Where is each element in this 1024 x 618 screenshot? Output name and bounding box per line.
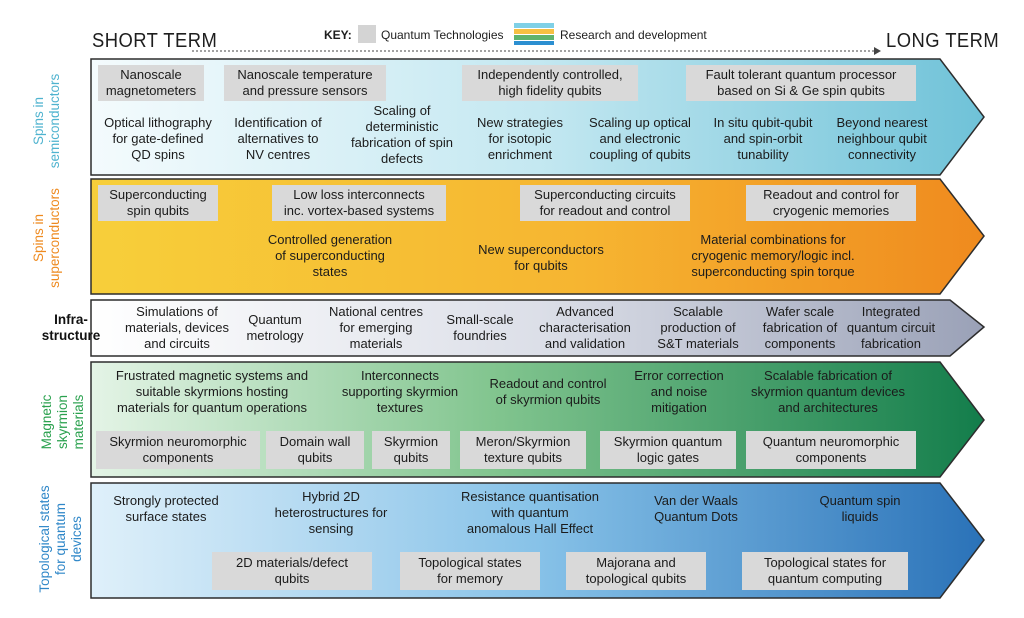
item-scalable-skyrmion-fabrication: Scalable fabrication of skyrmion quantum … — [751, 368, 905, 415]
item-sc-circuits-readout: Superconducting circuits for readout and … — [520, 185, 690, 221]
item-frustrated-magnetic-systems: Frustrated magnetic systems and suitable … — [115, 368, 309, 415]
item-nanoscale-magnetometers: Nanoscale magnetometers — [98, 65, 204, 101]
item-protected-surface-states: Strongly protected surface states — [113, 493, 219, 524]
item-alternatives-nv-centres: Identification of alternatives to NV centr… — [234, 115, 322, 162]
item-fault-tolerant-processor: Fault tolerant quantum processor based on… — [686, 65, 916, 101]
item-superconducting-spin-qubits: Superconducting spin qubits — [98, 185, 218, 221]
key-research-swatch-2 — [514, 29, 554, 34]
item-national-centres: National centres for emerging materials — [329, 304, 423, 351]
item-topological-memory: Topological states for memory — [400, 552, 540, 590]
long-term-label: LONG TERM — [886, 30, 1000, 52]
item-topological-quantum-computing: Topological states for quantum computing — [742, 552, 908, 590]
item-scalable-production: Scalable production of S&T materials — [657, 304, 739, 351]
item-wafer-scale-fabrication: Wafer scale fabrication of components — [762, 304, 838, 351]
item-quantum-spin-liquids: Quantum spin liquids — [819, 493, 901, 524]
item-majorana-qubits: Majorana and topological qubits — [566, 552, 706, 590]
item-skyrmion-qubits: Skyrmion qubits — [372, 431, 450, 469]
item-van-der-waals-dots: Van der Waals Quantum Dots — [654, 493, 738, 524]
key-research-swatch-1 — [514, 23, 554, 28]
item-quantum-neuromorphic: Quantum neuromorphic components — [746, 431, 916, 469]
item-material-combinations: Material combinations for cryogenic memor… — [691, 232, 855, 279]
row-label-skyrmion: Magnetic skyrmion materials — [39, 394, 86, 450]
row-label-superconductors: Spins in superconductors — [31, 188, 62, 288]
key-quantum-text: Quantum Technologies — [381, 28, 504, 42]
infrastructure-arrow — [90, 299, 986, 357]
item-controlled-generation: Controlled generation of superconducting s… — [267, 232, 393, 279]
item-readout-skyrmion-qubits: Readout and control of skyrmion qubits — [489, 376, 607, 407]
item-new-superconductors: New superconductors for qubits — [478, 242, 604, 273]
key-research-text: Research and development — [560, 28, 707, 42]
item-optical-lithography: Optical lithography for gate-defined QD sp… — [104, 115, 212, 162]
item-beyond-nearest-neighbour: Beyond nearest neighbour qubit connectivit… — [836, 115, 928, 162]
row-label-topological: Topological states for quantum devices — [37, 485, 84, 593]
item-nanoscale-temperature-sensors: Nanoscale temperature and pressure sensor… — [224, 65, 386, 101]
row-label-semiconductors: Spins in semiconductors — [31, 73, 62, 169]
item-skyrmion-neuromorphic: Skyrmion neuromorphic components — [96, 431, 260, 469]
item-isotopic-enrichment: New strategies for isotopic enrichment — [477, 115, 563, 162]
item-small-scale-foundries: Small-scale foundries — [446, 312, 514, 343]
item-simulations: Simulations of materials, devices and circ… — [124, 304, 230, 351]
item-hybrid-2d-heterostructures: Hybrid 2D heterostructures for sensing — [274, 489, 388, 536]
timeline-arrowhead — [874, 47, 881, 55]
item-scaling-optical-coupling: Scaling up optical and electronic coupling… — [589, 115, 691, 162]
key-quantum-swatch — [358, 25, 376, 43]
item-2d-defect-qubits: 2D materials/defect qubits — [212, 552, 372, 590]
item-domain-wall-qubits: Domain wall qubits — [266, 431, 364, 469]
item-integrated-circuit-fabrication: Integrated quantum circuit fabrication — [846, 304, 936, 351]
item-high-fidelity-qubits: Independently controlled, high fidelity q… — [462, 65, 638, 101]
item-resistance-quantisation: Resistance quantisation with quantum anoma… — [460, 489, 600, 536]
item-low-loss-interconnects: Low loss interconnects inc. vortex-based … — [272, 185, 446, 221]
row-label-infrastructure: Infra-structure — [41, 312, 101, 343]
item-deterministic-fabrication: Scaling of deterministic fabrication of sp… — [351, 103, 453, 166]
item-advanced-characterisation: Advanced characterisation and validation — [539, 304, 631, 351]
key-research-swatch-3 — [514, 35, 554, 40]
item-readout-cryogenic-memories: Readout and control for cryogenic memorie… — [746, 185, 916, 221]
item-in-situ-tunability: In situ qubit-qubit and spin-orbit tunabil… — [713, 115, 813, 162]
item-skyrmion-logic-gates: Skyrmion quantum logic gates — [600, 431, 736, 469]
key-label: KEY: — [324, 28, 352, 42]
item-error-correction: Error correction and noise mitigation — [634, 368, 724, 415]
item-meron-skyrmion-qubits: Meron/Skyrmion texture qubits — [460, 431, 586, 469]
short-term-label: SHORT TERM — [92, 30, 218, 52]
item-interconnects-skyrmion: Interconnects supporting skyrmion textures — [341, 368, 459, 415]
key-research-swatch-4 — [514, 41, 554, 45]
item-quantum-metrology: Quantum metrology — [246, 312, 304, 343]
